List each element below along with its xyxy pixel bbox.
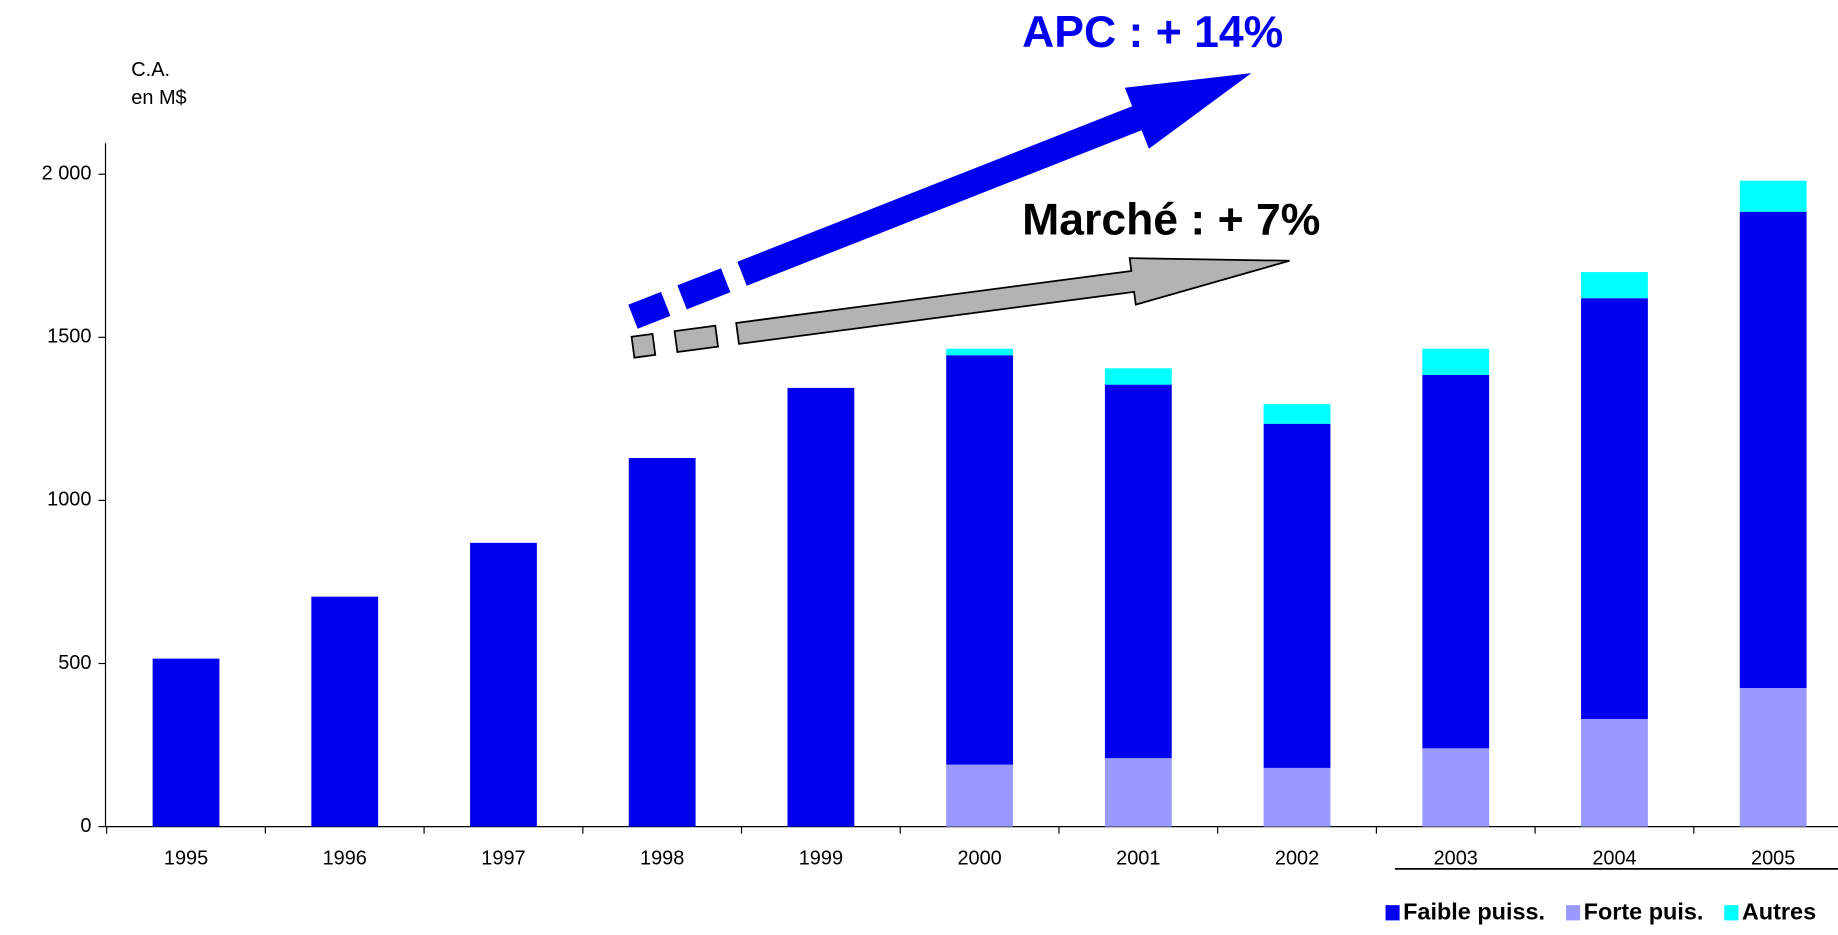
y-tick-label: 1500 [47, 326, 91, 348]
bar-segment [1263, 423, 1331, 768]
x-tick-label: 1998 [640, 848, 684, 870]
legend-swatch [1385, 905, 1400, 921]
bar-segment [1104, 384, 1172, 759]
x-tick-label: 2004 [1592, 848, 1636, 870]
x-tick-label: 2000 [957, 848, 1001, 870]
bar-segment [1104, 758, 1172, 827]
x-tick-label: 2005 [1751, 848, 1795, 870]
y-tick-label: 0 [80, 815, 91, 837]
bar-segment [628, 458, 696, 827]
bar-segment [1422, 348, 1490, 375]
annotation: APC : + 14% [1022, 8, 1283, 57]
x-tick-label: 1996 [323, 848, 367, 870]
bar-segment [1104, 368, 1172, 385]
bar-segment [1422, 374, 1490, 749]
x-tick-label: 1999 [799, 848, 843, 870]
bar-segment [311, 596, 379, 827]
bar-segment [1739, 687, 1807, 827]
annotation: Marché : + 7% [1022, 196, 1320, 245]
y-axis-label: C.A. [131, 59, 170, 81]
legend-label: Forte puis. [1584, 899, 1704, 925]
y-axis-label: en M$ [131, 87, 186, 109]
legend-swatch [1724, 905, 1739, 921]
market-arrow [630, 257, 1290, 359]
bar-segment [1739, 180, 1807, 212]
legend-swatch [1566, 905, 1581, 921]
x-tick-label: 2003 [1434, 848, 1478, 870]
y-tick-label: 1000 [47, 489, 91, 511]
y-tick-label: 2 000 [42, 162, 92, 184]
bar-segment [1581, 718, 1648, 827]
bar-segment [1263, 767, 1331, 827]
bar-segment [1581, 272, 1648, 299]
bar-segment [152, 658, 220, 827]
y-tick-label: 500 [58, 652, 91, 674]
bar-segment [1422, 748, 1490, 827]
legend-label: Faible puiss. [1403, 899, 1545, 925]
bar-segment [787, 387, 855, 827]
bar-segment [946, 355, 1014, 765]
bar-segment [1581, 298, 1648, 719]
bar-segment [470, 542, 537, 827]
bar-segment [946, 348, 1014, 356]
x-tick-label: 1997 [481, 848, 525, 870]
x-tick-label: 2001 [1116, 848, 1160, 870]
legend-label: Autres [1742, 899, 1816, 925]
x-tick-label: 2002 [1275, 848, 1319, 870]
apc-arrow [628, 73, 1252, 329]
bar-segment [1263, 404, 1331, 424]
bar-segment [946, 764, 1014, 827]
bar-segment [1739, 211, 1807, 688]
x-tick-label: 1995 [164, 848, 208, 870]
